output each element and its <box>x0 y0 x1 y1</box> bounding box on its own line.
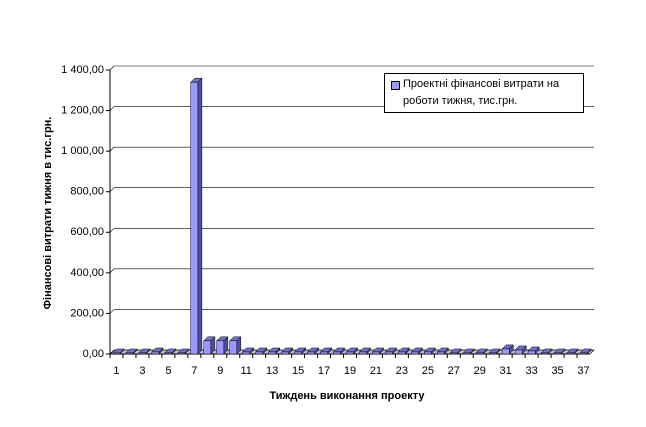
bar <box>553 352 562 355</box>
bar <box>229 340 238 355</box>
bar <box>514 349 523 355</box>
bar <box>255 351 264 355</box>
bar <box>190 81 199 355</box>
bar <box>540 352 549 355</box>
y-tick-label: 0,00 <box>83 348 104 360</box>
grid-line <box>109 268 115 274</box>
bar <box>566 352 575 355</box>
y-tick-label: 800,00 <box>70 186 104 198</box>
x-tick-label: 15 <box>292 365 304 377</box>
x-tick-label: 37 <box>577 365 589 377</box>
x-tick-label: 13 <box>266 365 278 377</box>
x-tick-label: 25 <box>422 365 434 377</box>
x-tick-label: 3 <box>139 365 145 377</box>
x-tick-label: 31 <box>500 365 512 377</box>
grid-line <box>109 228 115 233</box>
bar <box>475 352 484 355</box>
bar <box>488 352 497 355</box>
x-tick-label: 1 <box>113 365 119 377</box>
bar <box>436 351 445 355</box>
bar <box>424 351 432 355</box>
legend: Проектні фінансові витрати на роботи тиж… <box>384 73 584 113</box>
grid-line <box>109 65 115 71</box>
grid-line <box>109 106 115 111</box>
x-tick-label: 33 <box>525 365 537 377</box>
x-tick-label: 21 <box>370 365 382 377</box>
bar <box>527 350 536 355</box>
y-axis-title: Фінансові витрати тижня в тис.грн. <box>42 117 54 310</box>
bar <box>462 352 471 355</box>
grid-line <box>109 187 115 192</box>
x-tick-label: 29 <box>474 365 486 377</box>
grid-line <box>109 146 115 152</box>
x-tick-label: 35 <box>551 365 563 377</box>
bar <box>307 351 315 355</box>
x-tick-label: 11 <box>241 365 252 377</box>
bar <box>268 351 276 355</box>
y-tick-label: 1 000,00 <box>61 145 104 157</box>
x-tick-label: 19 <box>344 365 356 377</box>
grid-line <box>109 309 115 314</box>
bar <box>151 351 160 355</box>
grid-line <box>109 349 115 355</box>
bar <box>281 351 289 355</box>
x-tick-label: 5 <box>165 365 171 377</box>
bar <box>346 351 354 355</box>
x-axis-title: Тиждень виконання проекту <box>269 390 425 402</box>
bar <box>138 352 147 355</box>
bar <box>294 351 302 355</box>
legend-label: Проектні фінансові витрати на роботи тиж… <box>403 78 560 107</box>
bar <box>320 351 328 355</box>
y-tick-label: 1 200,00 <box>61 104 104 116</box>
bar <box>411 351 419 355</box>
x-tick-label: 27 <box>448 365 460 377</box>
bar <box>333 351 341 355</box>
bar <box>372 351 380 355</box>
bar <box>203 340 212 355</box>
legend-key <box>391 81 400 90</box>
bar <box>216 340 225 355</box>
bar <box>164 352 173 355</box>
bar <box>398 351 406 355</box>
x-tick-label: 9 <box>217 365 223 377</box>
x-tick-label: 17 <box>318 365 330 377</box>
bar <box>359 351 367 355</box>
y-tick-label: 1 400,00 <box>61 64 104 76</box>
bar <box>579 352 588 355</box>
y-tick-label: 600,00 <box>70 226 104 238</box>
bar <box>112 352 121 355</box>
bar <box>501 348 510 355</box>
bar <box>449 352 458 355</box>
y-tick-label: 200,00 <box>70 307 104 319</box>
bar <box>125 352 134 355</box>
bar <box>177 352 186 355</box>
bar-side <box>197 77 203 355</box>
x-tick-label: 23 <box>396 365 408 377</box>
x-tick-label: 7 <box>191 365 197 377</box>
bar <box>242 351 251 355</box>
bar <box>385 351 393 355</box>
y-tick-label: 400,00 <box>70 267 104 279</box>
